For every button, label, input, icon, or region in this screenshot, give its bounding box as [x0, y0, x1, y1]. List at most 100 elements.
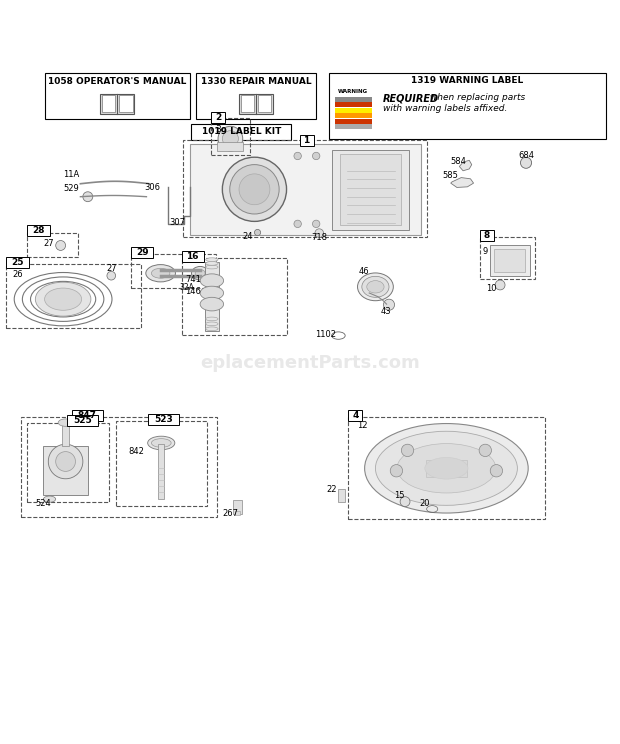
Text: 43: 43 — [380, 307, 391, 316]
Bar — [102, 95, 115, 112]
Bar — [182, 258, 286, 335]
Bar — [335, 97, 372, 102]
Circle shape — [401, 444, 414, 457]
Text: 1058 OPERATOR'S MANUAL: 1058 OPERATOR'S MANUAL — [48, 77, 186, 86]
Bar — [196, 73, 316, 119]
Ellipse shape — [58, 419, 73, 426]
Text: 25: 25 — [11, 258, 24, 267]
Circle shape — [254, 229, 260, 236]
Circle shape — [495, 280, 505, 290]
Circle shape — [400, 497, 410, 507]
Bar — [480, 237, 535, 280]
Ellipse shape — [206, 322, 218, 326]
Ellipse shape — [206, 327, 218, 330]
Circle shape — [315, 229, 324, 237]
Text: 32A: 32A — [179, 283, 194, 292]
Ellipse shape — [200, 298, 224, 311]
Bar — [236, 511, 241, 515]
Text: 28: 28 — [32, 226, 45, 235]
Text: 2: 2 — [215, 112, 221, 121]
Ellipse shape — [365, 423, 528, 513]
Ellipse shape — [35, 282, 91, 316]
Bar — [184, 140, 427, 237]
Text: 27: 27 — [43, 239, 54, 248]
Bar — [338, 490, 345, 501]
Ellipse shape — [200, 286, 224, 300]
Bar — [27, 225, 50, 236]
Circle shape — [390, 464, 402, 477]
Text: 524: 524 — [35, 499, 51, 508]
Text: 585: 585 — [442, 171, 458, 180]
Circle shape — [48, 444, 83, 479]
Circle shape — [230, 164, 279, 214]
Text: with warning labels affixed.: with warning labels affixed. — [383, 104, 507, 113]
Text: when replacing parts: when replacing parts — [427, 93, 526, 102]
Text: 29: 29 — [136, 248, 148, 257]
Text: 267: 267 — [223, 509, 238, 518]
Bar — [340, 154, 401, 225]
Text: 1319 WARNING LABEL: 1319 WARNING LABEL — [411, 77, 523, 86]
Circle shape — [520, 157, 531, 168]
Circle shape — [218, 126, 242, 151]
Circle shape — [479, 444, 492, 457]
Bar — [299, 135, 314, 146]
Bar — [234, 501, 242, 514]
Text: 4: 4 — [352, 411, 358, 420]
Bar — [100, 94, 135, 114]
Circle shape — [107, 272, 115, 280]
Text: 46: 46 — [358, 266, 369, 276]
Ellipse shape — [45, 288, 82, 310]
Text: 525: 525 — [73, 416, 92, 426]
Bar — [218, 142, 243, 151]
Bar — [335, 113, 372, 118]
Ellipse shape — [367, 280, 384, 293]
Circle shape — [312, 153, 320, 160]
Circle shape — [239, 174, 270, 205]
Bar — [45, 73, 190, 119]
Bar — [73, 410, 103, 421]
Bar — [490, 245, 529, 276]
Text: WARNING: WARNING — [338, 89, 368, 94]
Bar — [27, 423, 108, 501]
Ellipse shape — [206, 265, 218, 269]
Bar — [192, 124, 291, 140]
Circle shape — [83, 192, 93, 202]
Text: 1019 LABEL KIT: 1019 LABEL KIT — [202, 127, 281, 136]
Ellipse shape — [148, 436, 175, 450]
Ellipse shape — [43, 496, 56, 502]
Bar — [258, 95, 272, 112]
Bar — [190, 144, 421, 235]
Text: 9: 9 — [482, 247, 487, 256]
Text: 1102: 1102 — [315, 330, 336, 339]
Text: eplacementParts.com: eplacementParts.com — [200, 353, 420, 372]
Circle shape — [223, 131, 239, 147]
Text: 20: 20 — [420, 498, 430, 508]
Bar — [494, 248, 525, 272]
Ellipse shape — [206, 258, 218, 262]
Text: 741: 741 — [185, 275, 202, 284]
Text: 26: 26 — [12, 269, 23, 278]
Text: 3: 3 — [216, 125, 221, 134]
Circle shape — [383, 299, 394, 310]
Text: 11A: 11A — [63, 170, 79, 179]
Bar — [21, 417, 218, 517]
Ellipse shape — [397, 443, 496, 493]
Text: 684: 684 — [518, 151, 534, 160]
Bar — [335, 108, 372, 113]
Bar — [205, 269, 211, 278]
Text: 22: 22 — [326, 485, 337, 494]
Bar — [348, 417, 544, 519]
Ellipse shape — [195, 269, 205, 277]
Text: 27: 27 — [106, 264, 117, 273]
Text: 584: 584 — [451, 157, 467, 166]
Bar — [62, 423, 69, 446]
Bar — [241, 95, 254, 112]
Ellipse shape — [425, 458, 468, 479]
Ellipse shape — [192, 266, 209, 280]
Bar — [148, 414, 179, 425]
Circle shape — [490, 464, 503, 477]
Bar — [211, 118, 249, 155]
Text: 1: 1 — [303, 136, 310, 145]
Ellipse shape — [151, 439, 171, 447]
Text: 847: 847 — [78, 411, 97, 420]
